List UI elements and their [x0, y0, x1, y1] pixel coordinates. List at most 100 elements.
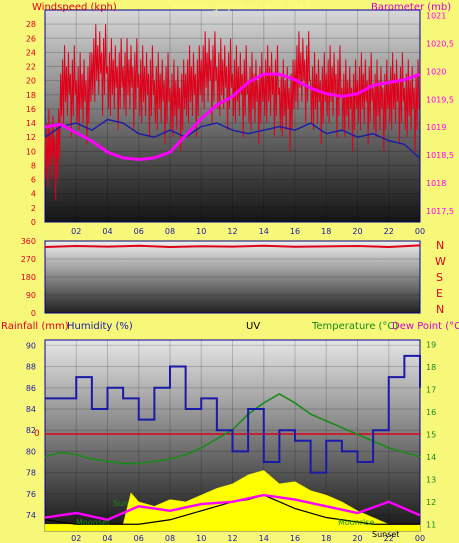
barometer-tick-label-1: 1018: [426, 179, 446, 188]
temperature-tick-label-14: 14: [426, 453, 436, 462]
barometer-tick-label-7: 1021: [426, 12, 446, 21]
wind-x-tick-label-04: 04: [102, 227, 112, 236]
wind-tick-label-22: 22: [26, 63, 36, 72]
direction-tick-label-360: 360: [21, 237, 36, 246]
dewpoint-label: Dew Point (°C): [392, 321, 459, 332]
barometer-tick-label-4: 1019,5: [426, 95, 454, 104]
direction-label-e: E: [436, 287, 443, 300]
temp-x-tick-label-14: 14: [259, 534, 269, 543]
direction-label-s: S: [436, 271, 443, 284]
humidity-label: Humidity (%): [67, 321, 133, 332]
wind-direction-line: [44, 244, 421, 249]
temperature-tick-label-11: 11: [426, 520, 436, 529]
wind-tick-label-8: 8: [31, 161, 36, 170]
direction-label-n-bottom: N: [436, 303, 445, 316]
humidity-tick-label-80: 80: [26, 447, 36, 456]
sunset-label: Sunset: [372, 530, 400, 539]
wind-x-tick-label-06: 06: [134, 227, 144, 236]
temperature-tick-label-16: 16: [426, 408, 436, 417]
wind-tick-label-0: 0: [31, 218, 36, 227]
wind-tick-label-26: 26: [26, 34, 36, 43]
temp-x-tick-label-20: 20: [352, 534, 362, 543]
barometer-tick-label-5: 1020: [426, 67, 446, 76]
temp-x-tick-label-06: 06: [134, 534, 144, 543]
wind-x-tick-label-14: 14: [259, 227, 269, 236]
wind-x-tick-label-18: 18: [321, 227, 331, 236]
humidity-tick-label-82: 82: [26, 426, 36, 435]
barometer-line: [44, 72, 421, 162]
humidity-tick-label-74: 74: [26, 511, 36, 520]
humidity-tick-label-86: 86: [26, 384, 36, 393]
temperature-tick-label-18: 18: [426, 363, 436, 372]
barometer-tick-label-0: 1017,5: [426, 207, 454, 216]
wind-tick-label-16: 16: [26, 105, 36, 114]
wind-x-tick-label-00: 00: [415, 227, 425, 236]
temp-x-tick-label-22: 22: [384, 534, 394, 543]
barometer-tick-label-6: 1020,5: [426, 39, 454, 48]
temp-x-tick-label-12: 12: [227, 534, 237, 543]
rainfall-zero-label: 0: [34, 429, 40, 439]
direction-tick-label-0: 0: [31, 309, 36, 318]
rainfall-line: [44, 493, 421, 522]
chart-center-title: Weather graphs — 14.05.2015: [172, 2, 311, 12]
wind-tick-label-12: 12: [26, 133, 36, 142]
barometer-tick-label-2: 1018,5: [426, 151, 454, 160]
wind-tick-label-10: 10: [26, 147, 36, 156]
temp-x-tick-label-10: 10: [196, 534, 206, 543]
wind-tick-label-2: 2: [31, 204, 36, 213]
direction-panel-background: [44, 240, 421, 314]
humidity-tick-label-76: 76: [26, 490, 36, 499]
direction-label-w: W: [435, 255, 446, 268]
humidity-line: [45, 354, 421, 474]
barometer-label: Barometer (mb): [371, 2, 452, 13]
direction-tick-label-180: 180: [21, 273, 36, 282]
windspeed-label: Windspeed (kph): [32, 2, 117, 13]
direction-tick-label-90: 90: [26, 291, 36, 300]
wind-x-tick-label-12: 12: [227, 227, 237, 236]
wind-gust-line: [44, 24, 420, 201]
wind-tick-label-20: 20: [26, 77, 36, 86]
temperature-tick-label-17: 17: [426, 385, 436, 394]
wind-tick-label-24: 24: [26, 48, 36, 57]
rainfall-label: Rainfall (mm): [1, 321, 69, 332]
sunrise-label: Sun: [113, 499, 129, 508]
wind-x-tick-label-02: 02: [71, 227, 81, 236]
wind-tick-label-4: 4: [31, 190, 36, 199]
panel-frame-2: [44, 240, 421, 314]
temp-x-tick-label-08: 08: [165, 534, 175, 543]
temperature-tick-label-19: 19: [426, 340, 436, 349]
temperature-tick-label-13: 13: [426, 475, 436, 484]
temp-x-tick-label-16: 16: [290, 534, 300, 543]
temperature-label: Temperature (°C): [312, 321, 399, 332]
panel-frame-1: [44, 9, 421, 223]
chart-marks: 02468101214161820222426281017,510181018,…: [21, 10, 454, 543]
wind-panel-background: [44, 9, 421, 223]
humidity-tick-label-90: 90: [26, 341, 36, 350]
humidity-tick-label-78: 78: [26, 469, 36, 478]
temp-x-tick-label-00: 00: [415, 534, 425, 543]
temperature-tick-label-12: 12: [426, 498, 436, 507]
wind-tick-label-18: 18: [26, 91, 36, 100]
direction-label-n-top: N: [436, 239, 445, 252]
direction-tick-label-270: 270: [21, 255, 36, 264]
wind-tick-label-14: 14: [26, 119, 36, 128]
wind-x-tick-label-20: 20: [352, 227, 362, 236]
temperature-tick-label-15: 15: [426, 430, 436, 439]
wind-x-tick-label-08: 08: [165, 227, 175, 236]
temp-x-tick-label-02: 02: [71, 534, 81, 543]
moonset-label: Moonset: [76, 518, 110, 527]
wind-x-tick-label-16: 16: [290, 227, 300, 236]
wind-x-tick-label-10: 10: [196, 227, 206, 236]
humidity-tick-label-84: 84: [26, 405, 36, 414]
temp-x-tick-label-04: 04: [102, 534, 112, 543]
wind-average-line: [44, 118, 421, 159]
temp-x-tick-label-18: 18: [321, 534, 331, 543]
moonrise-label: Moonrise: [338, 518, 375, 527]
wind-x-tick-label-22: 22: [384, 227, 394, 236]
wind-tick-label-6: 6: [31, 176, 36, 185]
humidity-tick-label-88: 88: [26, 363, 36, 372]
barometer-tick-label-3: 1019: [426, 123, 446, 132]
wind-tick-label-28: 28: [26, 20, 36, 29]
uv-label: UV: [246, 321, 261, 332]
